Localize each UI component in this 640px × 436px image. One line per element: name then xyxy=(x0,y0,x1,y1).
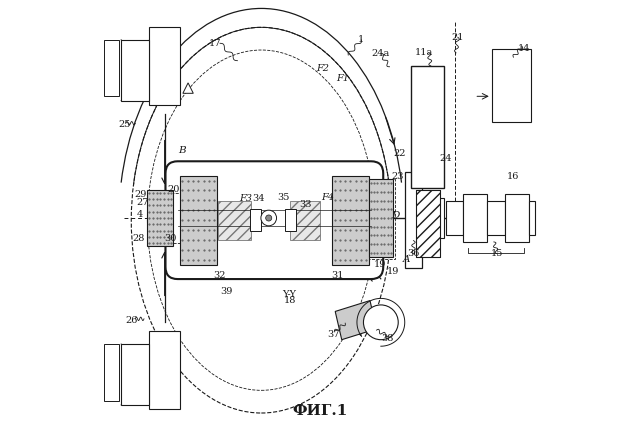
Text: 24: 24 xyxy=(440,153,452,163)
Bar xyxy=(289,201,320,240)
Text: 34: 34 xyxy=(252,194,264,203)
Text: 37: 37 xyxy=(327,330,339,339)
Text: 30: 30 xyxy=(164,235,177,243)
Text: 23: 23 xyxy=(391,172,404,181)
Bar xyxy=(149,331,180,409)
Text: 28: 28 xyxy=(132,235,145,243)
Text: 22: 22 xyxy=(394,149,406,158)
Bar xyxy=(121,40,149,101)
Text: 31: 31 xyxy=(331,271,344,280)
Bar xyxy=(424,198,444,238)
Text: 32: 32 xyxy=(213,271,225,280)
Bar xyxy=(147,190,173,246)
Text: ФИГ.1: ФИГ.1 xyxy=(292,405,348,419)
Text: 18: 18 xyxy=(284,296,296,305)
Text: 15: 15 xyxy=(491,249,504,258)
Bar xyxy=(332,176,369,265)
Text: F3: F3 xyxy=(239,194,253,203)
Text: 33: 33 xyxy=(299,201,312,209)
Text: F4: F4 xyxy=(321,193,334,201)
Bar xyxy=(285,209,296,232)
Text: F2: F2 xyxy=(317,64,330,72)
Bar xyxy=(446,201,463,235)
Bar xyxy=(369,179,393,257)
Circle shape xyxy=(364,305,398,340)
Bar xyxy=(367,179,395,259)
Bar xyxy=(415,190,440,257)
Bar xyxy=(250,209,261,232)
Bar xyxy=(173,193,197,243)
Polygon shape xyxy=(335,300,376,340)
Bar xyxy=(104,40,119,96)
Text: 19: 19 xyxy=(374,260,386,269)
Text: 20: 20 xyxy=(167,185,179,194)
Text: 17: 17 xyxy=(209,39,221,48)
Text: 39: 39 xyxy=(220,287,233,296)
Circle shape xyxy=(261,210,276,226)
Bar xyxy=(529,201,535,235)
Bar xyxy=(487,201,505,235)
Text: F1: F1 xyxy=(337,75,349,83)
Text: 16: 16 xyxy=(508,172,520,181)
Text: 14: 14 xyxy=(518,44,531,53)
Bar xyxy=(121,344,149,405)
Text: 35: 35 xyxy=(277,193,290,201)
Text: 27: 27 xyxy=(137,198,149,207)
Text: 1: 1 xyxy=(358,35,364,44)
Text: 29: 29 xyxy=(134,191,147,199)
Text: 25: 25 xyxy=(118,120,131,129)
Bar xyxy=(505,194,529,242)
Bar xyxy=(404,172,422,268)
Text: A: A xyxy=(403,255,411,264)
Bar xyxy=(104,344,119,401)
Text: 26: 26 xyxy=(125,316,138,325)
Bar xyxy=(463,194,487,242)
Text: 4: 4 xyxy=(137,210,143,219)
Bar xyxy=(149,27,180,105)
Text: 36: 36 xyxy=(407,249,420,258)
Text: D: D xyxy=(391,211,399,220)
Bar xyxy=(415,190,440,257)
Bar xyxy=(218,201,251,240)
Text: 21: 21 xyxy=(452,33,464,42)
Polygon shape xyxy=(183,83,193,93)
Text: 38: 38 xyxy=(381,334,394,343)
Bar xyxy=(492,48,531,123)
Text: B: B xyxy=(178,146,186,155)
Circle shape xyxy=(266,215,272,221)
Text: 19: 19 xyxy=(387,266,399,276)
FancyBboxPatch shape xyxy=(166,161,383,279)
Bar xyxy=(412,66,444,187)
Bar xyxy=(180,176,217,265)
Text: 24a: 24a xyxy=(372,49,390,58)
Text: Y-Y: Y-Y xyxy=(283,290,296,299)
Text: 11a: 11a xyxy=(415,48,433,58)
